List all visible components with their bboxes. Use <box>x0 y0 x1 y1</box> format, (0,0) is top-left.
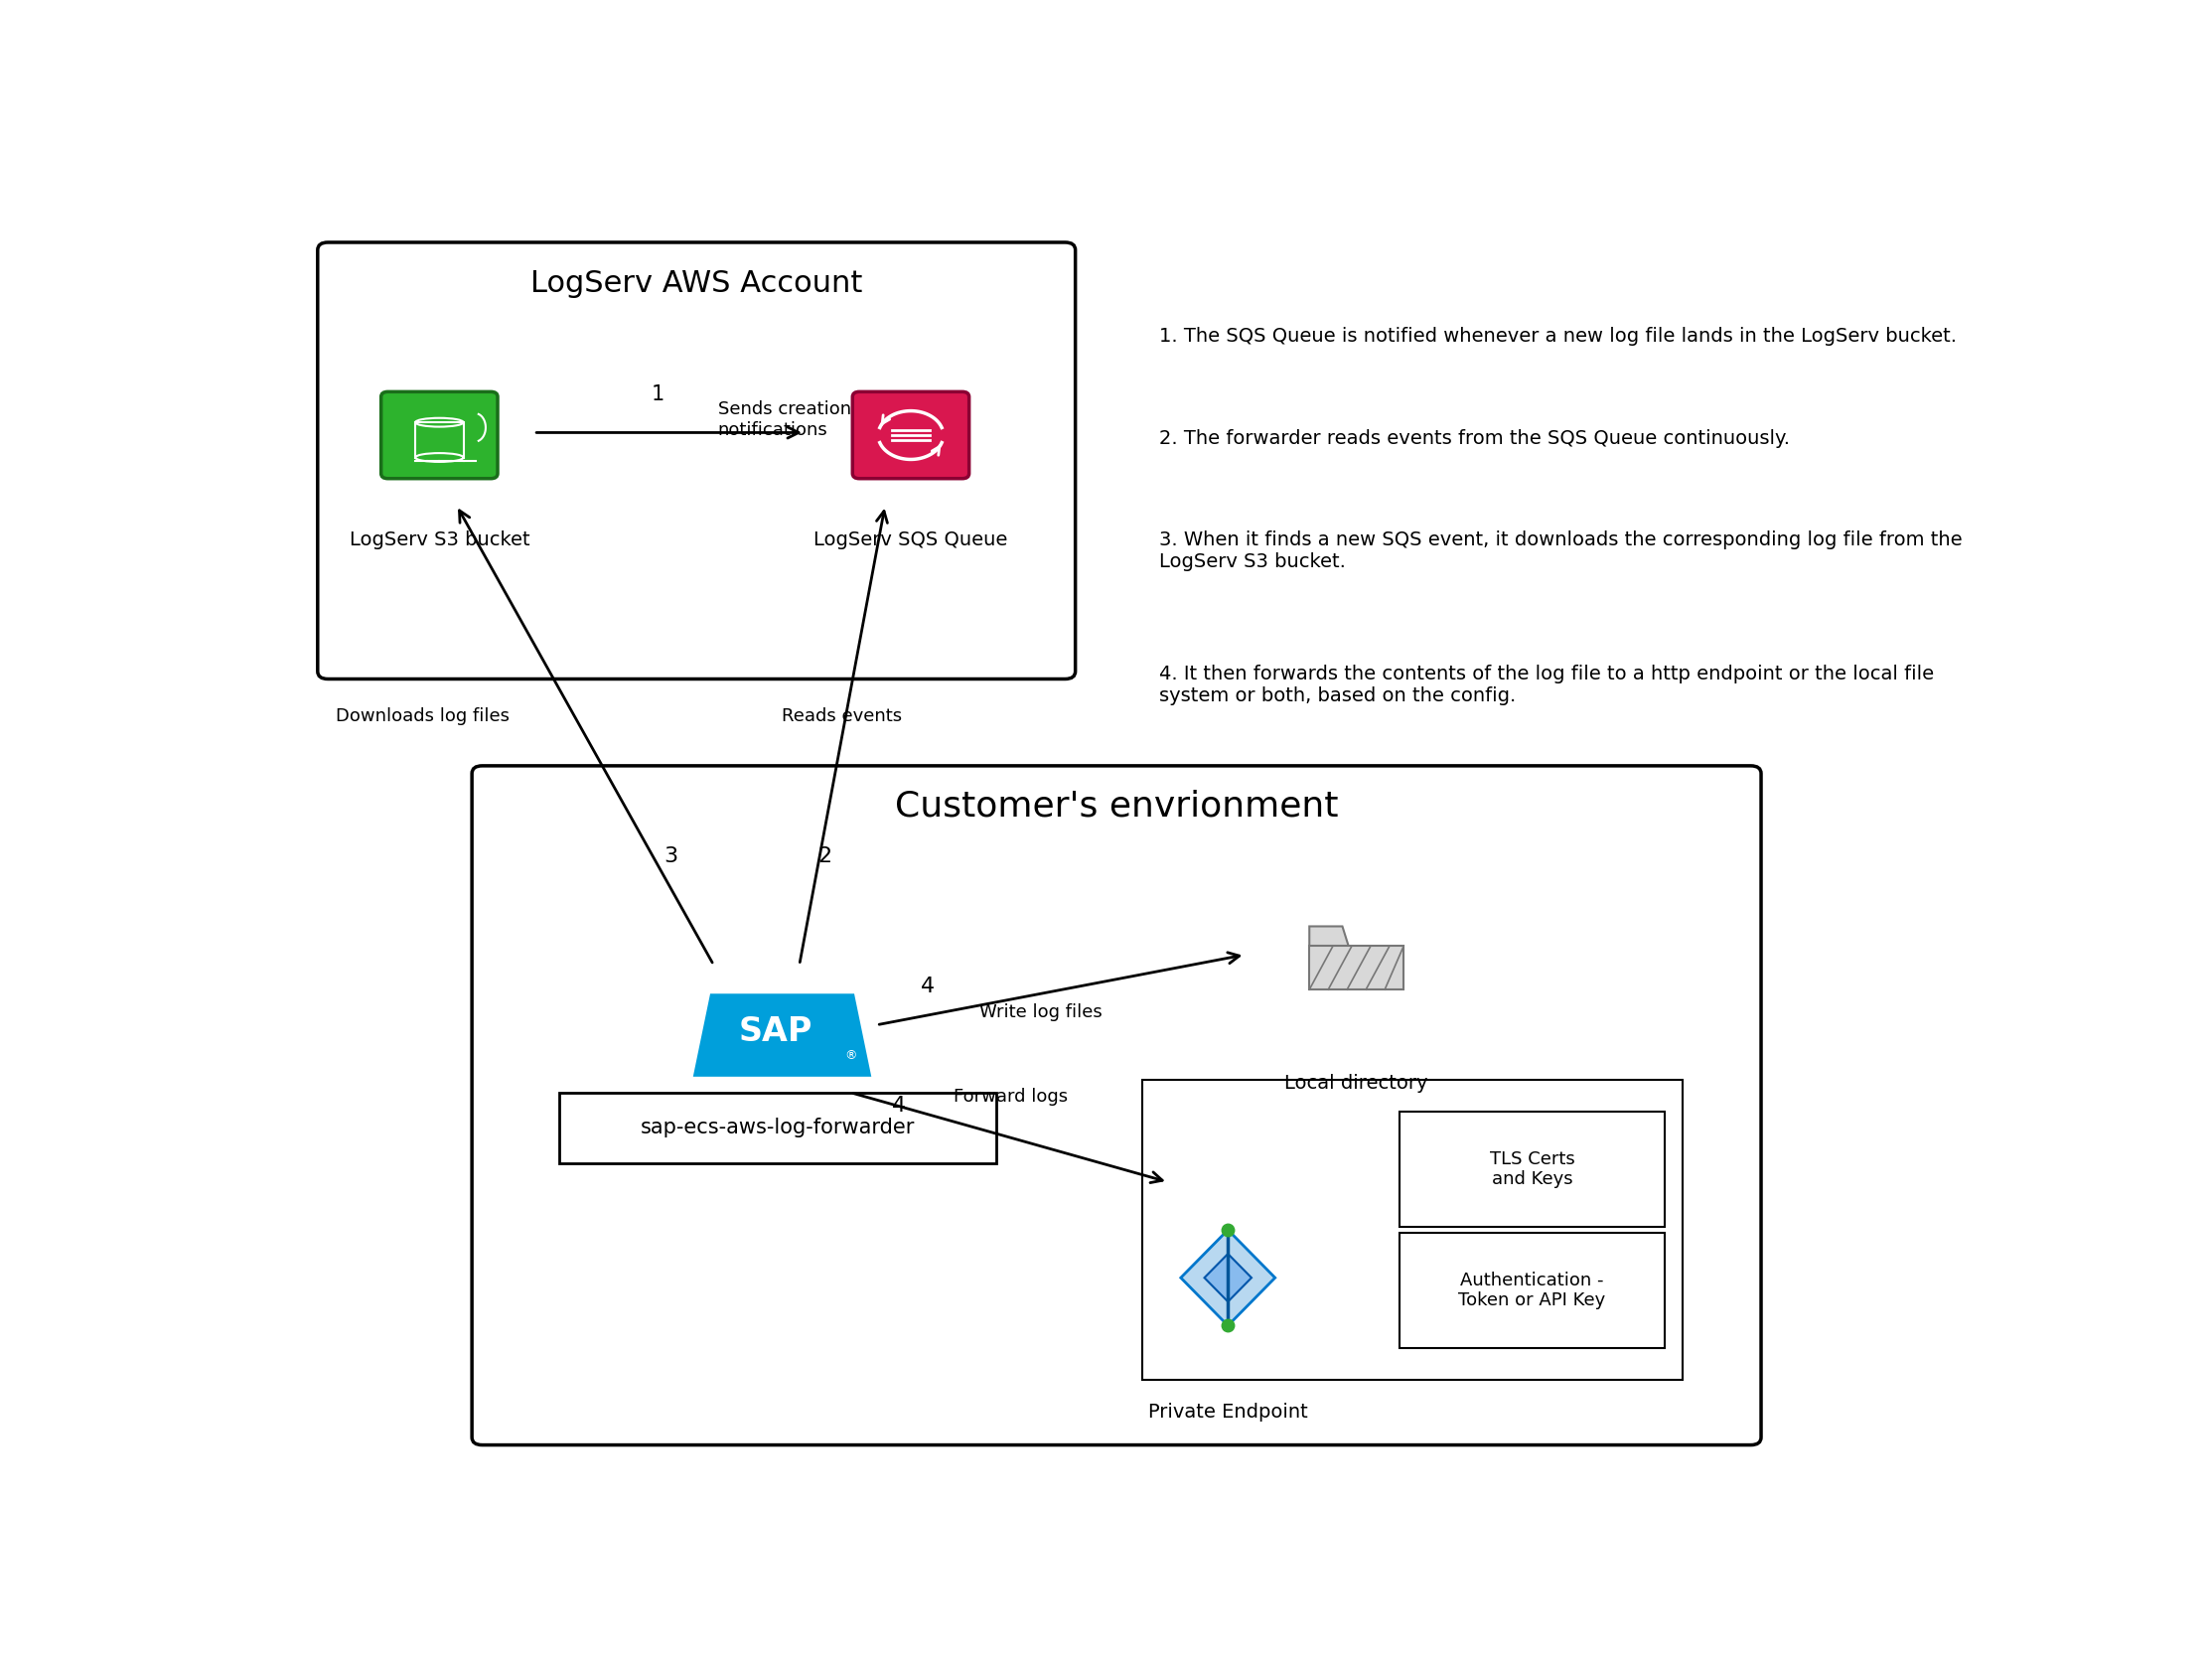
Text: Sends creation
notifications: Sends creation notifications <box>719 401 852 439</box>
Bar <box>560 1093 995 1162</box>
FancyBboxPatch shape <box>319 242 1075 680</box>
Text: 4: 4 <box>920 977 936 996</box>
Text: 2: 2 <box>818 847 832 867</box>
Text: SAP: SAP <box>739 1015 812 1048</box>
Text: 4: 4 <box>891 1096 905 1116</box>
Bar <box>416 423 462 458</box>
Text: Customer's envrionment: Customer's envrionment <box>896 789 1338 822</box>
FancyBboxPatch shape <box>471 766 1761 1446</box>
Text: ®: ® <box>845 1050 856 1063</box>
Text: 1. The SQS Queue is notified whenever a new log file lands in the LogServ bucket: 1. The SQS Queue is notified whenever a … <box>1159 327 1958 345</box>
FancyBboxPatch shape <box>380 391 498 479</box>
Text: Downloads log files: Downloads log files <box>336 706 509 725</box>
Polygon shape <box>1203 1253 1252 1302</box>
Text: Local directory: Local directory <box>1285 1073 1429 1093</box>
Bar <box>1400 1113 1666 1227</box>
Text: Private Endpoint: Private Endpoint <box>1148 1403 1307 1421</box>
Polygon shape <box>1181 1230 1274 1326</box>
Text: 3: 3 <box>664 847 677 867</box>
Polygon shape <box>1310 927 1349 947</box>
Text: 2. The forwarder reads events from the SQS Queue continuously.: 2. The forwarder reads events from the S… <box>1159 429 1790 448</box>
Bar <box>1310 947 1405 990</box>
Text: Authentication -
Token or API Key: Authentication - Token or API Key <box>1458 1272 1606 1310</box>
Bar <box>1141 1079 1683 1379</box>
Text: LogServ AWS Account: LogServ AWS Account <box>531 269 863 298</box>
Polygon shape <box>692 993 872 1076</box>
Text: LogServ S3 bucket: LogServ S3 bucket <box>349 531 529 550</box>
Text: LogServ SQS Queue: LogServ SQS Queue <box>814 531 1009 550</box>
Text: 3. When it finds a new SQS event, it downloads the corresponding log file from t: 3. When it finds a new SQS event, it dow… <box>1159 531 1962 572</box>
Text: Write log files: Write log files <box>980 1003 1102 1021</box>
Text: Forward logs: Forward logs <box>953 1088 1068 1106</box>
Text: 1: 1 <box>650 385 664 405</box>
Bar <box>1400 1234 1666 1348</box>
Ellipse shape <box>416 453 462 463</box>
Text: sap-ecs-aws-log-forwarder: sap-ecs-aws-log-forwarder <box>641 1117 916 1137</box>
Text: 4. It then forwards the contents of the log file to a http endpoint or the local: 4. It then forwards the contents of the … <box>1159 665 1933 706</box>
Text: TLS Certs
and Keys: TLS Certs and Keys <box>1489 1151 1575 1189</box>
Text: Reads events: Reads events <box>783 706 902 725</box>
FancyBboxPatch shape <box>852 391 969 479</box>
